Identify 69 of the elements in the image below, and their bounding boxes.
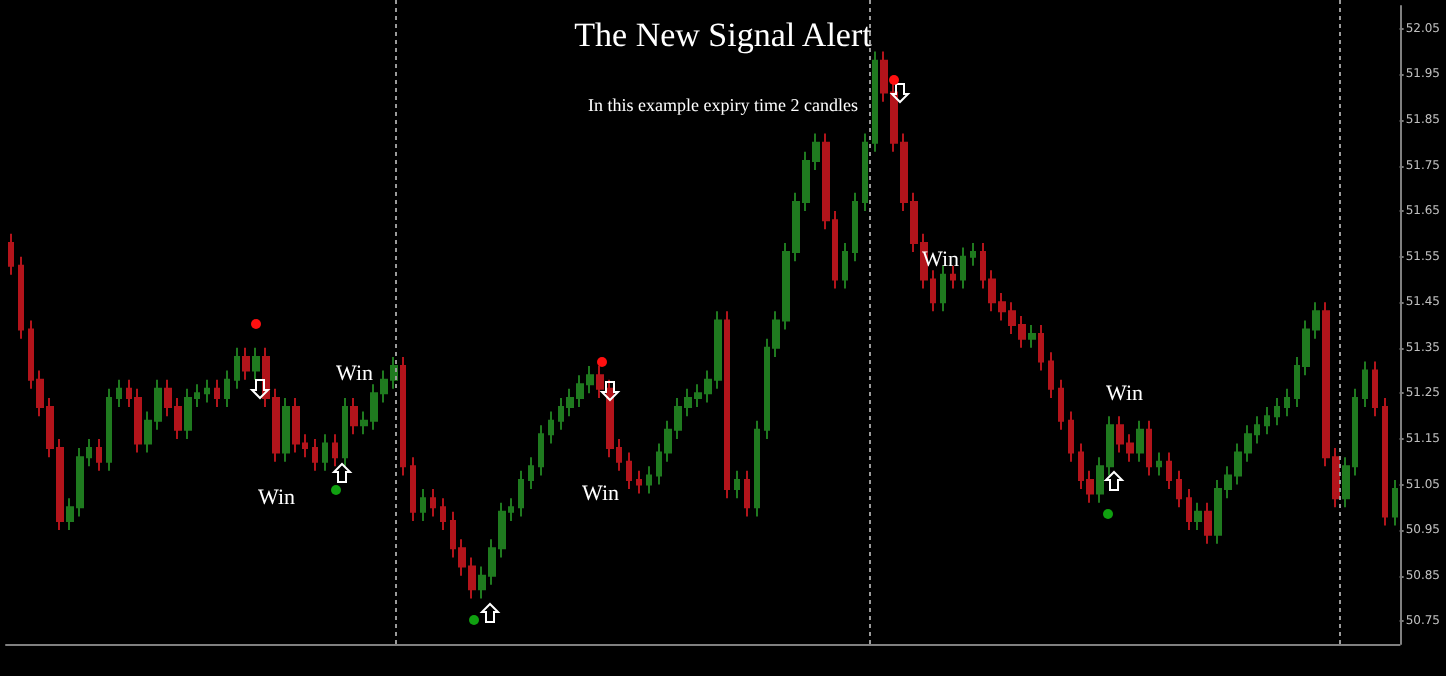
candlestick [134, 387, 142, 454]
candlestick [1284, 387, 1290, 418]
candlestick [1176, 469, 1182, 509]
candlestick [636, 469, 642, 495]
candlestick [1274, 396, 1280, 427]
candlestick [1204, 501, 1212, 545]
candlestick [1146, 419, 1152, 477]
candlestick [116, 378, 122, 409]
candlestick [960, 246, 966, 290]
candlestick [1048, 351, 1054, 399]
candlestick [1186, 488, 1192, 532]
text: In this example expiry time 2 candles [588, 95, 859, 115]
candlestick [744, 469, 750, 518]
candlestick [538, 424, 544, 477]
candlestick [332, 433, 338, 468]
annotation: Win [258, 486, 295, 510]
candlestick [1382, 396, 1388, 527]
candlestick [106, 387, 112, 472]
candlestick [282, 396, 290, 463]
candlestick [734, 469, 740, 500]
candlestick [1156, 451, 1162, 477]
candlestick [292, 396, 300, 454]
candlestick [1194, 501, 1202, 532]
candlestick [528, 456, 534, 491]
candlestick [400, 355, 406, 477]
candlestick [1372, 360, 1378, 418]
candlestick [430, 488, 436, 518]
candlestick [872, 50, 878, 153]
candlestick [440, 497, 446, 532]
candlestick [1028, 324, 1036, 349]
candlestick [518, 469, 524, 518]
candlestick [342, 396, 348, 468]
candlestick [1264, 406, 1270, 436]
candlestick [204, 378, 210, 404]
candlestick [252, 346, 260, 381]
candlestick [1362, 360, 1368, 409]
candlestick [420, 488, 426, 522]
annotation: Win [582, 482, 619, 506]
candlestick [754, 419, 760, 518]
candlestick [724, 310, 730, 500]
candlestick [1068, 410, 1074, 463]
candlestick [646, 465, 652, 495]
candlestick [1392, 478, 1398, 527]
candlestick [184, 387, 192, 440]
candlestick [862, 132, 868, 213]
candlestick [626, 451, 632, 491]
candlestick [96, 437, 102, 472]
candlestick [322, 433, 328, 472]
candlestick [312, 437, 318, 472]
annotation: Win [336, 362, 373, 386]
candlestick [234, 346, 240, 390]
candlestick [842, 241, 848, 290]
candlestick [940, 264, 946, 313]
candlestick [410, 456, 416, 522]
candlestick [8, 232, 14, 276]
candlestick [548, 410, 554, 445]
candlestick [1058, 378, 1064, 431]
candlestick [852, 191, 858, 263]
annotation: Win [1106, 382, 1143, 406]
chart-title: The New Signal Alert [574, 16, 873, 54]
candlestick [1166, 451, 1172, 491]
candlestick [224, 369, 230, 409]
candlestick [970, 241, 976, 267]
candlestick [18, 255, 24, 340]
candlestick [242, 346, 250, 381]
candlestick [1136, 419, 1144, 463]
candlestick [350, 396, 358, 436]
candlestick [1038, 324, 1044, 372]
candlestick [214, 378, 220, 409]
